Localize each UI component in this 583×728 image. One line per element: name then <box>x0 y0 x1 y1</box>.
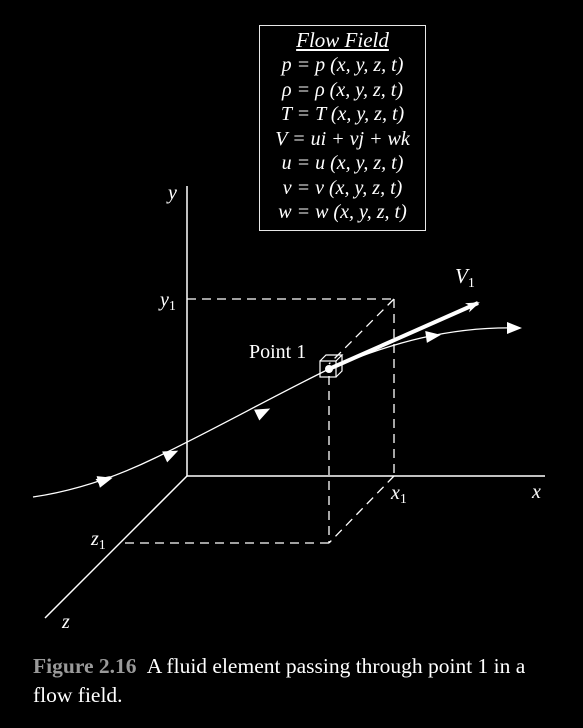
equation-temperature: T = T (x, y, z, t) <box>280 103 405 125</box>
figure-number: Figure 2.16 <box>33 654 137 678</box>
y-axis-label: y <box>166 182 177 204</box>
flow-field-title: Flow Field <box>296 28 389 52</box>
caption-text: A fluid element passing through point 1 … <box>33 654 526 707</box>
point-1-label: Point 1 <box>249 341 306 363</box>
fluid-element-cube <box>319 354 344 378</box>
projection-lines <box>120 298 395 544</box>
flow-field-diagram: y x z y1 x1 z1 Point 1 V1 <box>32 182 545 633</box>
x-axis-label: x <box>531 481 541 503</box>
velocity-label: V1 <box>455 264 475 291</box>
equation-u: u = u (x, y, z, t) <box>281 152 404 174</box>
flow-field-box: Flow Field p = p (x, y, z, t) ρ = ρ (x, … <box>259 25 426 231</box>
z-axis-label: z <box>61 611 70 633</box>
z-axis <box>44 475 188 619</box>
x1-label: x1 <box>390 482 407 507</box>
equation-w: w = w (x, y, z, t) <box>278 201 407 223</box>
y1-label: y1 <box>158 289 176 314</box>
velocity-vector <box>328 301 480 371</box>
z1-label: z1 <box>90 528 106 553</box>
equation-density: ρ = ρ (x, y, z, t) <box>281 78 403 101</box>
equation-velocity-vector: V = ui + vj + wk <box>275 127 410 150</box>
streamline-arrows <box>95 322 522 488</box>
equation-v: v = v (x, y, z, t) <box>282 176 403 199</box>
equation-pressure: p = p (x, y, z, t) <box>281 54 404 76</box>
figure-caption: Figure 2.16 A fluid element passing thro… <box>33 652 553 710</box>
